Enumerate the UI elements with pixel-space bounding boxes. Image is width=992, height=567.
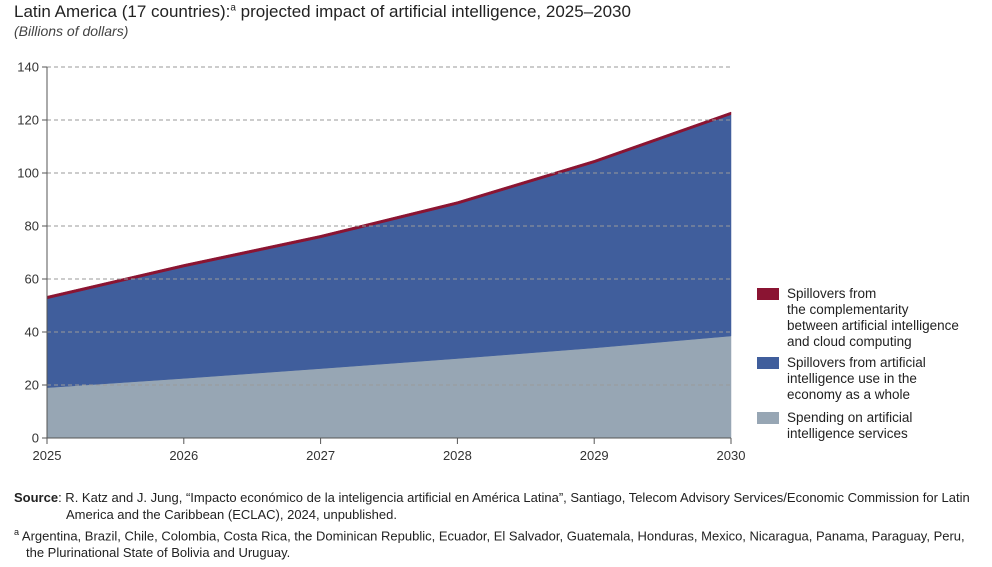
legend-label-line: the complementarity <box>787 302 909 317</box>
x-tick-label-2025: 2025 <box>33 448 62 463</box>
y-tick-label-80: 80 <box>25 219 39 234</box>
legend-swatch-3 <box>757 412 779 424</box>
legend-label-line: intelligence use in the <box>787 371 917 386</box>
legend-label-line: Spillovers from <box>787 286 877 301</box>
x-tick-label-2029: 2029 <box>580 448 609 463</box>
legend-label-3: Spending on artificial intelligence servi… <box>787 410 987 442</box>
source-text: : R. Katz and J. Jung, “Impacto económic… <box>58 490 970 522</box>
footnote: a Argentina, Brazil, Chile, Colombia, Co… <box>14 524 974 561</box>
x-tick-label-2027: 2027 <box>306 448 335 463</box>
footnote-marker: a <box>14 527 20 537</box>
legend-swatch-2 <box>757 357 779 369</box>
legend-label-line: Spending on artificial <box>787 410 913 425</box>
legend-label-line: intelligence services <box>787 426 908 441</box>
legend-label-2: Spillovers from artificial intelligence u… <box>787 355 987 403</box>
y-tick-label-120: 120 <box>17 113 39 128</box>
x-tick-label-2028: 2028 <box>443 448 472 463</box>
title-footnote-marker: a <box>230 2 236 14</box>
area-series-3 <box>46 111 732 300</box>
chart-title-rest: projected impact of artificial intellige… <box>235 2 631 21</box>
stacked-area-chart: 0 20 40 60 80 100 120 140 2025 2026 2027 2028 2029 20… <box>17 60 746 464</box>
y-tick-label-140: 140 <box>17 60 39 75</box>
chart-notes: Source: R. Katz and J. Jung, “Impacto ec… <box>14 489 974 561</box>
y-tick-label-20: 20 <box>25 378 39 393</box>
source-note: Source: R. Katz and J. Jung, “Impacto ec… <box>14 489 974 523</box>
legend-swatch-1 <box>757 288 779 300</box>
legend-label-1: Spillovers from the complementarity betwee… <box>787 286 987 350</box>
y-tick-label-0: 0 <box>32 431 39 446</box>
x-tick-label-2026: 2026 <box>169 448 198 463</box>
footnote-text: Argentina, Brazil, Chile, Colombia, Cost… <box>19 528 965 561</box>
x-tick-label-2030: 2030 <box>717 448 746 463</box>
legend-label-line: economy as a whole <box>787 387 911 402</box>
chart-title-main: Latin America (17 countries): <box>14 2 231 21</box>
source-label: Source <box>14 490 59 505</box>
y-tick-label-40: 40 <box>25 325 39 340</box>
chart-subtitle: (Billions of dollars) <box>14 23 129 39</box>
chart-title: Latin America (17 countries):a projected… <box>14 2 631 22</box>
legend-label-line: between artificial intelligence <box>787 318 959 333</box>
legend-label-line: Spillovers from artificial <box>787 355 926 370</box>
y-tick-label-100: 100 <box>17 166 39 181</box>
legend-label-line: and cloud computing <box>787 334 912 349</box>
y-tick-label-60: 60 <box>25 272 39 287</box>
